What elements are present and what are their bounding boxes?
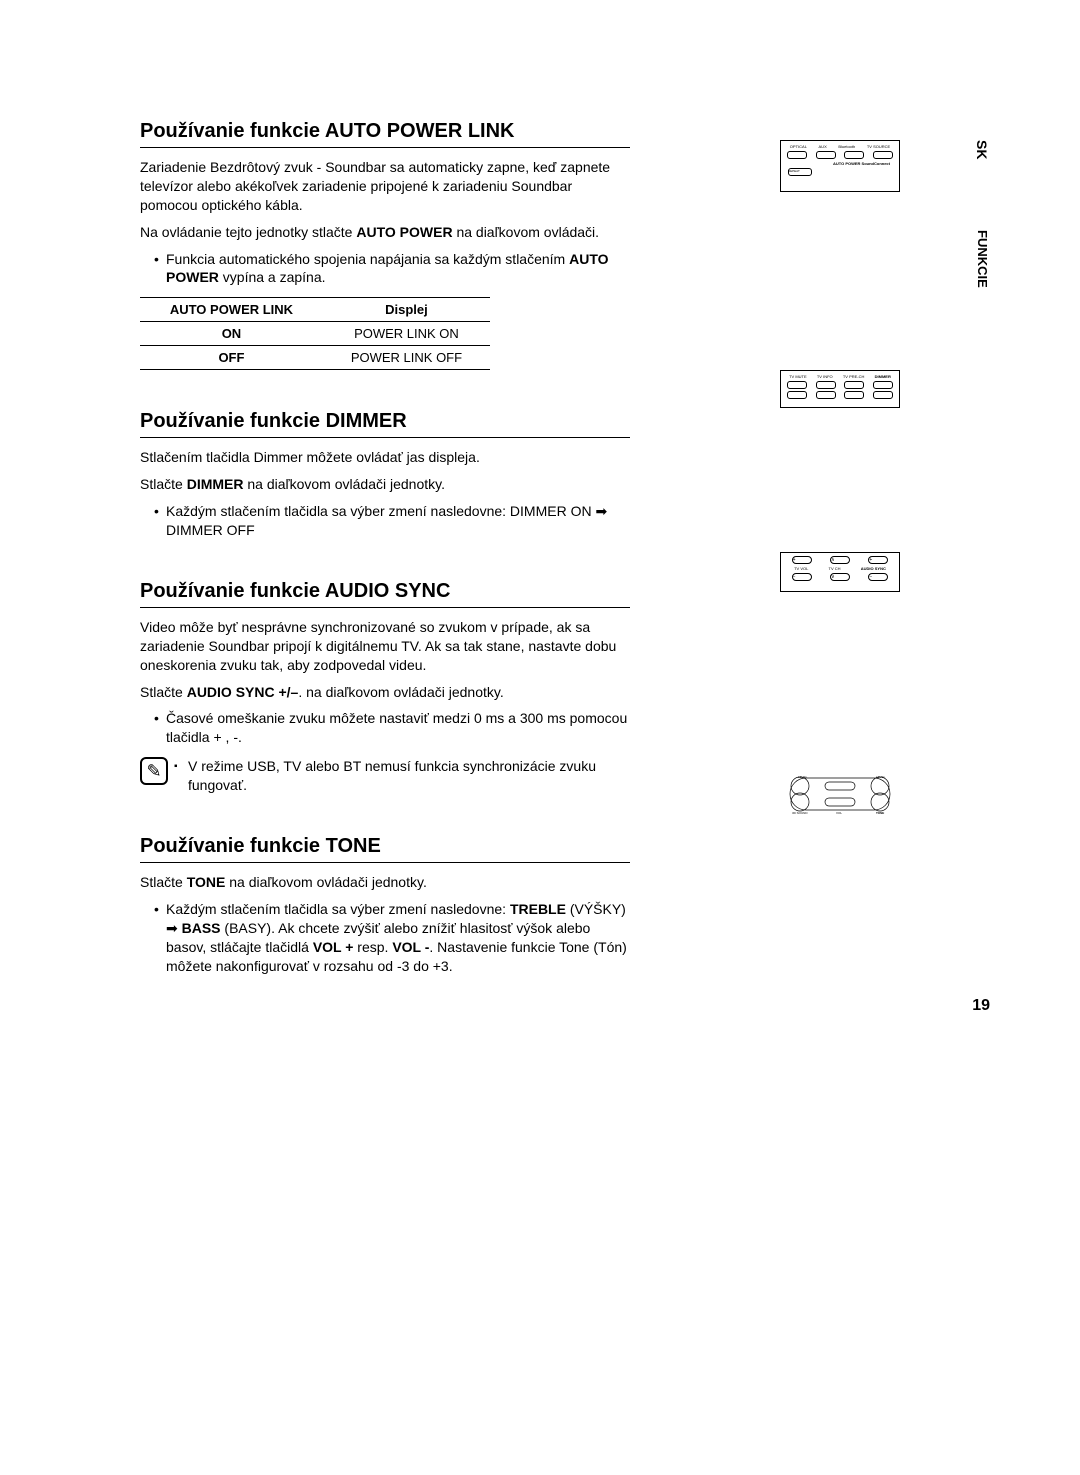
text-dimmer-intro: Stlačením tlačidla Dimmer môžete ovládať…	[140, 448, 630, 467]
label: AUX	[819, 144, 827, 149]
bullet-audiosync: Časové omeškanie zvuku môžete nastaviť m…	[154, 709, 630, 747]
label: TV MUTE	[789, 374, 807, 379]
td: POWER LINK OFF	[323, 346, 490, 370]
text: na diaľkovom ovládači jednotky.	[225, 874, 427, 890]
note-text: V režime USB, TV alebo BT nemusí funkcia…	[180, 757, 630, 795]
text: na diaľkovom ovládači jednotky.	[243, 476, 445, 492]
note-icon: ✎	[140, 757, 168, 785]
text-bold: AUDIO SYNC +/–	[187, 684, 299, 700]
page-number: 19	[972, 997, 990, 1015]
label: OPTICAL	[790, 144, 807, 149]
heading-audiosync: Používanie funkcie AUDIO SYNC	[140, 580, 630, 608]
text: vypína a zapína.	[219, 269, 326, 285]
label: AUDIO SYNC	[861, 566, 886, 571]
td: POWER LINK ON	[323, 322, 490, 346]
label: TV INFO	[817, 374, 833, 379]
lang-tab: SK	[974, 140, 990, 159]
heading-tone: Používanie funkcie TONE	[140, 835, 630, 863]
label: TV CH	[829, 566, 841, 571]
text-bold: DIMMER	[187, 476, 244, 492]
label: REPEAT	[788, 169, 800, 173]
td: ON	[140, 322, 323, 346]
text-bold: TREBLE	[510, 901, 566, 917]
section-autopower: Používanie funkcie AUTO POWER LINK Zaria…	[140, 120, 630, 370]
text: na diaľkovom ovládači.	[453, 224, 600, 240]
label: VOL	[836, 811, 842, 815]
text-dimmer-instr: Stlačte DIMMER na diaľkovom ovládači jed…	[140, 475, 630, 494]
text-bold: VOL +	[313, 939, 354, 955]
text: Na ovládanie tejto jednotky stlačte	[140, 224, 356, 240]
text: Stlačte	[140, 874, 187, 890]
remote-illustration-tone: LEVEL LEVEL 3D SOUND VOL TONE	[780, 772, 900, 816]
section-audiosync: Používanie funkcie AUDIO SYNC Video môže…	[140, 580, 630, 795]
section-tab-label: FUNKCIE	[975, 230, 990, 288]
label: AUTO POWER SoundConnect	[833, 161, 890, 166]
section-dimmer: Používanie funkcie DIMMER Stlačením tlač…	[140, 410, 630, 540]
text: resp.	[353, 939, 392, 955]
text-bold: TONE	[187, 874, 226, 890]
heading-autopower: Používanie funkcie AUTO POWER LINK	[140, 120, 630, 148]
th: Displej	[323, 298, 490, 322]
text: . na diaľkovom ovládači jednotky.	[298, 684, 503, 700]
text-audiosync-intro: Video môže byť nesprávne synchronizované…	[140, 618, 630, 675]
text: Stlačte	[140, 476, 187, 492]
label: TV VOL	[794, 566, 808, 571]
text-bold: AUTO POWER	[356, 224, 452, 240]
heading-dimmer: Používanie funkcie DIMMER	[140, 410, 630, 438]
remote-illustration-dimmer: TV MUTE TV INFO TV PRE-CH DIMMER	[780, 370, 900, 408]
label: TV SOURCE	[867, 144, 890, 149]
text-bold: VOL -	[392, 939, 429, 955]
section-tone: Používanie funkcie TONE Stlačte TONE na …	[140, 835, 630, 975]
label: 3D SOUND	[792, 811, 808, 815]
bullet-tone: Každým stlačením tlačidla sa výber zmení…	[154, 900, 630, 976]
text-audiosync-instr: Stlačte AUDIO SYNC +/–. na diaľkovom ovl…	[140, 683, 630, 702]
note-audiosync: ✎ V režime USB, TV alebo BT nemusí funkc…	[140, 757, 630, 795]
label: TONE	[876, 811, 884, 815]
remote-illustration-autopower: OPTICAL AUX Bluetooth TV SOURCE AUTO POW…	[780, 140, 900, 192]
label: TV PRE-CH	[843, 374, 865, 379]
text: Každým stlačením tlačidla sa výber zmení…	[166, 901, 510, 917]
label: DIMMER	[875, 374, 891, 379]
th: AUTO POWER LINK	[140, 298, 323, 322]
label: Bluetooth	[838, 144, 855, 149]
text: Funkcia automatického spojenia napájania…	[166, 251, 569, 267]
text-bold: BASS	[182, 920, 221, 936]
text-autopower-intro: Zariadenie Bezdrôtový zvuk - Soundbar sa…	[140, 158, 630, 215]
label: LEVEL	[876, 775, 886, 779]
remote-illustration-audiosync: +∧+ TV VOL TV CH AUDIO SYNC −∨−	[780, 552, 900, 592]
text-tone-instr: Stlačte TONE na diaľkovom ovládači jedno…	[140, 873, 630, 892]
td: OFF	[140, 346, 323, 370]
bullet-autopower: Funkcia automatického spojenia napájania…	[154, 250, 630, 288]
text-autopower-instr: Na ovládanie tejto jednotky stlačte AUTO…	[140, 223, 630, 242]
section-tab: FUNKCIE	[975, 230, 990, 288]
label: LEVEL	[798, 775, 808, 779]
table-autopower: AUTO POWER LINK Displej ON POWER LINK ON…	[140, 297, 490, 370]
bullet-dimmer: Každým stlačením tlačidla sa výber zmení…	[154, 502, 630, 540]
text: Stlačte	[140, 684, 187, 700]
